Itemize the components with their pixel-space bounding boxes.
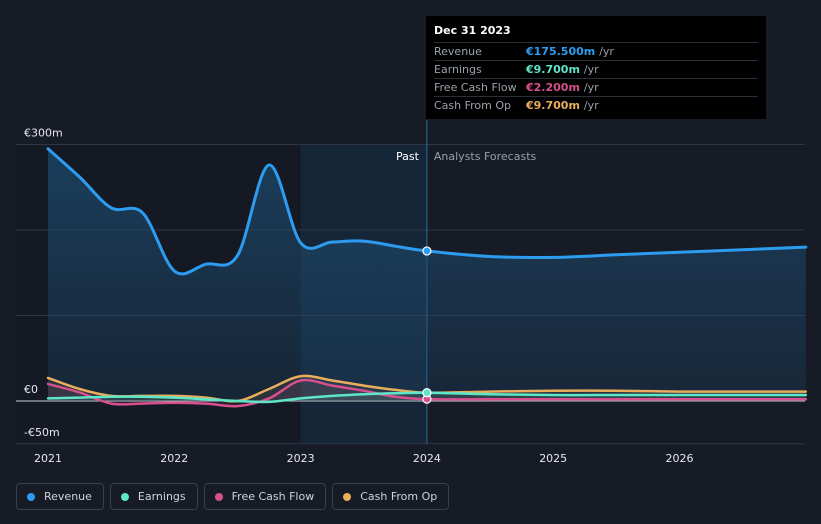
series-line-earnings [46,391,808,404]
legend-dot-icon [27,492,35,501]
tooltip-value: €9.700m [526,99,580,112]
legend-dot-icon [120,492,129,501]
tooltip-unit: /yr [583,99,599,112]
tooltip-label: Cash From Op [434,99,512,112]
tooltip-unit: /yr [583,63,599,76]
x-tick-label: 2024 [413,452,441,465]
x-tick-label: 2022 [160,452,188,465]
tooltip-value: €2.200m [526,81,580,94]
legend-item-revenue[interactable]: Revenue [16,483,104,510]
tooltip-row-free-cash-flow: Free Cash Flow €2.200m /yr [434,78,758,96]
tooltip: Dec 31 2023 Revenue €175.500m /yr Earnin… [426,16,766,119]
tooltip-label: Free Cash Flow [434,81,517,94]
legend-label: Earnings [137,490,186,503]
legend-dot-icon [214,492,223,501]
legend-label: Revenue [44,490,92,503]
tooltip-unit: /yr [599,45,614,58]
y-tick-label: €300m [24,127,63,140]
tooltip-label: Revenue [434,45,482,58]
x-tick-label: 2026 [666,452,694,465]
x-tick-label: 2023 [287,452,315,465]
tooltip-label: Earnings [434,63,482,76]
x-tick-label: 2021 [34,452,62,465]
series-area-revenue [48,148,806,401]
legend-item-earnings[interactable]: Earnings [109,483,198,510]
forecast-label: Analysts Forecasts [434,150,537,163]
data-point-earnings [422,388,432,398]
tooltip-value: €9.700m [526,63,580,76]
legend: Revenue Earnings Free Cash Flow Cash Fro… [16,483,450,510]
data-point-revenue [422,246,432,256]
legend-item-free-cash-flow[interactable]: Free Cash Flow [203,483,327,510]
x-tick-label: 2025 [539,452,567,465]
legend-item-cash-from-op[interactable]: Cash From Op [332,483,450,510]
legend-label: Cash From Op [360,490,438,503]
series-line-free-cash-flow [46,378,808,408]
y-tick-label: -€50m [24,426,60,439]
tooltip-row-cash-from-op: Cash From Op €9.700m /yr [434,96,758,114]
tooltip-date: Dec 31 2023 [434,24,511,37]
tooltip-value: €175.500m [526,45,596,58]
series-line-revenue [46,147,808,276]
y-tick-label: €0 [24,383,38,396]
tooltip-row-earnings: Earnings €9.700m /yr [434,60,758,78]
tooltip-unit: /yr [583,81,599,94]
legend-dot-icon [343,492,352,501]
past-label: Past [396,150,420,163]
tooltip-row-revenue: Revenue €175.500m /yr [434,42,758,60]
legend-label: Free Cash Flow [231,490,315,503]
